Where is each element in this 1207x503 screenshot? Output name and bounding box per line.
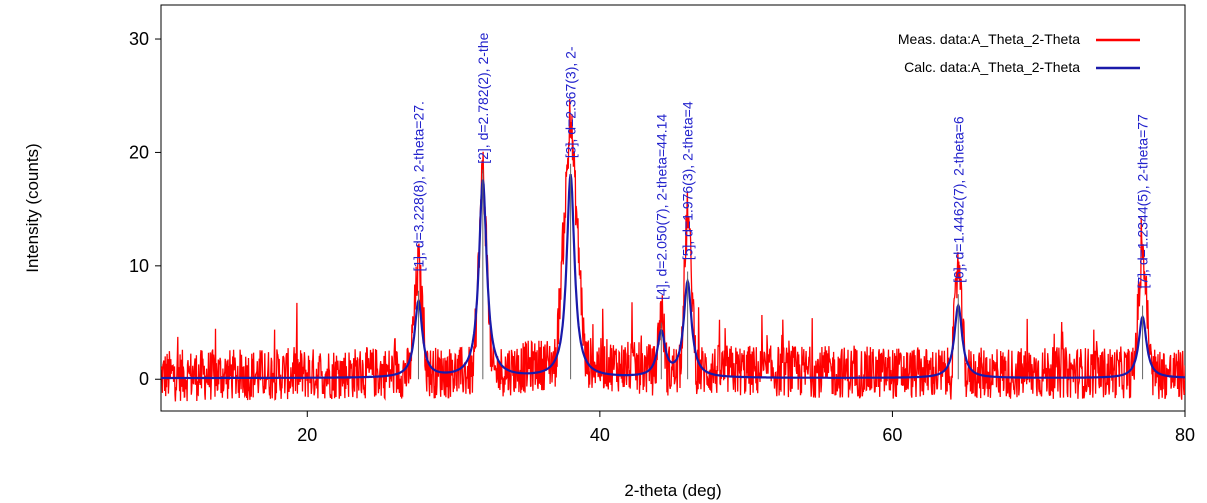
x-tick-label: 80 (1175, 425, 1195, 445)
x-tick-label: 20 (297, 425, 317, 445)
peak-label: [4], d=2.050(7), 2-theta=44.14 (653, 114, 669, 300)
peak-label: [2], d=2.782(2), 2-the (475, 32, 491, 163)
legend-entry-measured: Meas. data:A_Theta_2-Theta (898, 31, 1080, 47)
y-tick-label: 30 (129, 29, 149, 49)
x-tick-label: 60 (882, 425, 902, 445)
plot-area: [1], d=3.228(8), 2-theta=27. [2], d=2.782… (160, 4, 1186, 412)
x-tick-label: 40 (590, 425, 610, 445)
peak-label: [5], d=1.976(3), 2-theta=4 (680, 101, 696, 260)
x-axis-label: 2-theta (deg) (624, 481, 721, 500)
legend: Meas. data:A_Theta_2-Theta Calc. data:A_… (898, 31, 1140, 75)
y-axis-label: Intensity (counts) (23, 143, 42, 272)
y-tick-label: 10 (129, 256, 149, 276)
y-tick-label: 20 (129, 142, 149, 162)
legend-entry-calculated: Calc. data:A_Theta_2-Theta (904, 59, 1080, 75)
series-layer (161, 98, 1185, 402)
peak-label: [3], d=2.367(3), 2- (563, 46, 579, 158)
peak-label: [6], d=1.4462(7), 2-theta=6 (950, 116, 966, 283)
peak-labels: [1], d=3.228(8), 2-theta=27. [2], d=2.782… (410, 32, 1150, 299)
y-tick-label: 0 (139, 369, 149, 389)
peak-label: [7], d=1.2344(5), 2-theta=77 (1135, 114, 1151, 289)
plot-frame (160, 4, 1186, 412)
peak-label: [1], d=3.228(8), 2-theta=27. (410, 101, 426, 271)
axes: 20 40 60 80 0 10 20 30 (129, 29, 1195, 445)
series-calculated-line (161, 174, 1185, 380)
